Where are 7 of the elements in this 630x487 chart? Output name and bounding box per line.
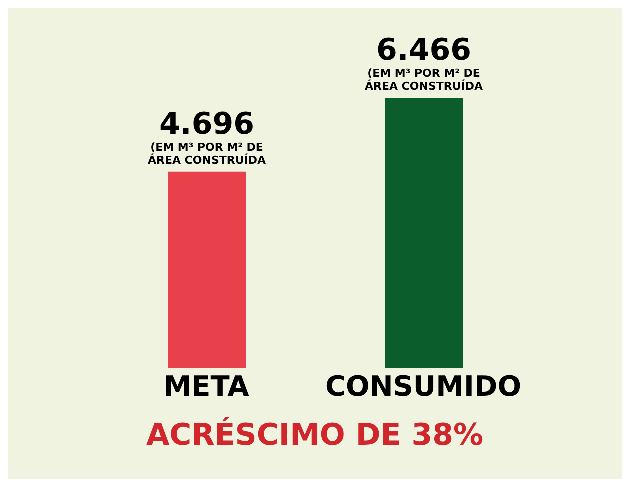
data-label: 6.466 [376,33,472,68]
data-label: 4.696 [160,106,254,142]
annotation: (EM M³ POR M² DE ÁREA CONSTRUÍDA [364,67,484,93]
text: ACRÉSCIMO DE 38% [145,418,485,453]
annotation: (EM M³ POR M² DE ÁREA CONSTRUÍDA [148,140,266,167]
x-tick-label: META [164,370,250,403]
x-tick-label: CONSUMIDO [325,370,522,403]
